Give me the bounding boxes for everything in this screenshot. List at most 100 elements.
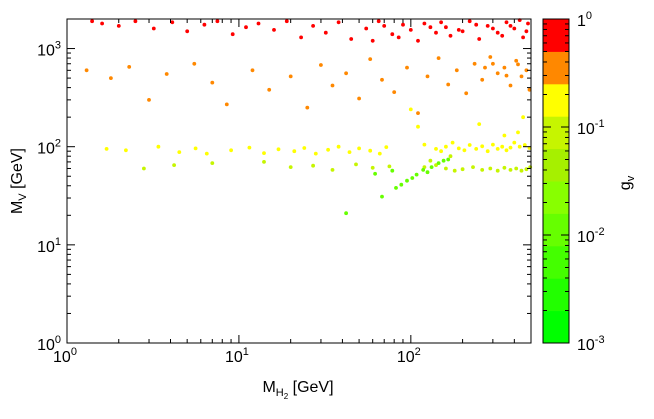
data-point-0-22	[401, 22, 405, 27]
data-point-1-32	[514, 58, 519, 63]
data-point-2-8	[262, 151, 266, 156]
colorbar-band-9	[543, 19, 569, 52]
data-point-1-0	[84, 68, 89, 73]
data-point-4-10	[399, 182, 404, 187]
data-point-0-35	[526, 21, 530, 26]
data-point-0-31	[495, 30, 500, 35]
data-point-3-1	[172, 163, 177, 168]
x-tick-label-0: 100	[53, 346, 77, 366]
data-point-2-9	[276, 147, 281, 152]
colorbar-band-7	[543, 83, 569, 117]
data-point-2-38	[512, 140, 517, 145]
data-point-0-40	[508, 24, 513, 28]
data-point-0-34	[521, 35, 525, 40]
colorbar	[543, 19, 569, 344]
data-point-3-7	[354, 162, 358, 167]
data-point-1-14	[344, 71, 348, 76]
data-point-1-10	[288, 74, 293, 79]
data-point-2-44	[521, 115, 525, 120]
data-point-1-1	[109, 76, 113, 80]
data-point-0-43	[444, 25, 448, 30]
data-point-1-31	[508, 83, 513, 88]
data-point-0-37	[474, 22, 479, 27]
colorbar-band-1	[543, 278, 569, 312]
data-point-4-7	[436, 161, 441, 166]
x-tick-label-2: 102	[397, 346, 421, 366]
data-point-2-43	[502, 133, 507, 138]
data-point-4-2	[394, 186, 398, 190]
data-point-3-18	[495, 168, 500, 173]
y-tick-label-1: 101	[37, 236, 61, 256]
colorbar-tick-label-1: 10-1	[577, 118, 605, 138]
data-point-2-32	[485, 149, 490, 154]
data-point-4-13	[373, 171, 377, 176]
data-point-0-8	[215, 19, 220, 24]
data-point-1-30	[502, 65, 507, 70]
data-point-2-6	[229, 148, 234, 153]
data-point-0-44	[434, 30, 438, 35]
colorbar-band-4	[543, 181, 569, 214]
data-point-0-15	[311, 24, 315, 28]
data-point-2-0	[104, 147, 109, 151]
colorbar-tick-label-2: 10-2	[577, 226, 605, 246]
data-point-0-26	[448, 33, 453, 38]
data-point-2-42	[477, 122, 482, 126]
data-point-1-9	[267, 87, 272, 92]
data-point-2-17	[368, 148, 373, 153]
data-point-2-7	[247, 145, 252, 150]
y-tick-label-0: 100	[37, 334, 61, 354]
colorbar-band-8	[543, 51, 569, 85]
y-tick-label-3: 103	[37, 40, 61, 60]
data-point-1-4	[164, 72, 169, 76]
x-axis-label: MH2 [GeV]	[262, 379, 333, 401]
data-point-3-20	[508, 168, 513, 172]
data-point-0-3	[133, 19, 138, 24]
data-point-2-39	[517, 144, 522, 149]
data-point-0-21	[390, 32, 395, 37]
data-point-1-22	[436, 56, 441, 60]
data-point-3-9	[387, 164, 392, 169]
data-point-3-3	[262, 160, 266, 164]
data-point-0-4	[151, 26, 156, 31]
data-point-2-45	[516, 130, 520, 135]
data-point-2-14	[336, 144, 341, 149]
data-point-0-18	[349, 37, 354, 41]
data-point-0-19	[364, 26, 369, 31]
data-point-0-27	[456, 28, 461, 32]
data-point-0-23	[416, 38, 420, 43]
data-point-3-2	[210, 161, 215, 166]
colorbar-band-5	[543, 148, 569, 182]
data-point-2-31	[480, 144, 485, 149]
data-point-4-4	[414, 172, 419, 177]
colorbar-band-2	[543, 245, 569, 279]
data-point-0-14	[299, 35, 303, 40]
data-point-3-26	[448, 154, 453, 159]
data-point-0-45	[422, 21, 427, 26]
data-point-1-15	[357, 96, 361, 101]
data-point-2-24	[439, 149, 443, 154]
data-point-1-16	[368, 57, 373, 61]
data-point-1-37	[504, 73, 509, 78]
data-point-4-12	[425, 170, 430, 175]
data-point-2-35	[500, 144, 505, 149]
data-point-0-6	[185, 29, 190, 34]
data-point-3-4	[288, 165, 293, 170]
data-point-2-18	[377, 151, 382, 156]
data-point-3-11	[434, 163, 438, 168]
data-point-1-3	[147, 98, 151, 102]
data-point-0-46	[408, 28, 413, 32]
data-point-0-16	[323, 30, 328, 35]
data-point-1-12	[319, 63, 323, 67]
data-point-4-0	[344, 211, 348, 216]
data-point-2-37	[508, 145, 513, 150]
plot-frame	[66, 18, 532, 344]
data-point-0-28	[467, 19, 472, 24]
y-tick-label-2: 102	[37, 138, 61, 158]
data-point-0-1	[100, 21, 104, 26]
data-point-1-8	[250, 68, 255, 73]
data-point-0-47	[396, 35, 401, 40]
data-point-3-12	[444, 166, 448, 171]
data-point-1-27	[480, 77, 485, 82]
data-point-1-28	[488, 55, 493, 59]
